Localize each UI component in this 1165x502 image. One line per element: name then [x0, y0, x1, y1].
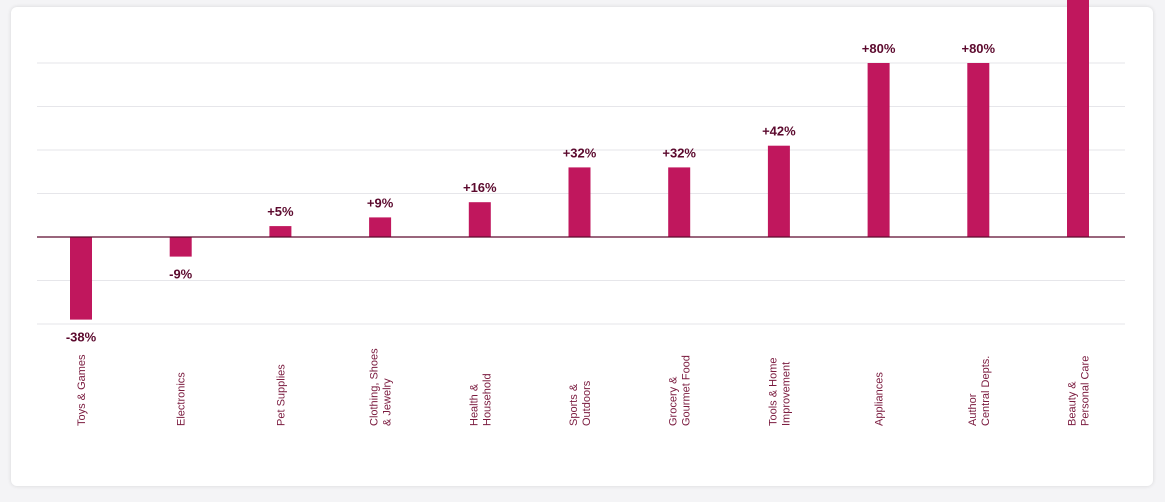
bars [70, 0, 1089, 320]
category-label-line: Electronics [176, 372, 188, 426]
bar [867, 63, 890, 237]
bar [767, 145, 790, 237]
value-label: -9% [169, 267, 193, 282]
category-label-line: Clothing, Shoes [369, 348, 381, 426]
bar [269, 226, 292, 237]
bar [468, 202, 491, 237]
bar [668, 167, 691, 237]
value-label: +32% [563, 145, 597, 160]
category-label-line: Sports & [568, 383, 580, 426]
value-label: +16% [463, 180, 497, 195]
value-label: +80% [862, 41, 896, 56]
bar [369, 217, 392, 237]
value-label: -38% [66, 330, 97, 345]
category-label: Clothing, Shoes & Jewelry [369, 348, 394, 426]
category-label-line: Health & [468, 383, 480, 426]
value-label: +5% [267, 204, 294, 219]
chart-card [11, 7, 1153, 486]
bar [568, 167, 591, 237]
category-label: Electronics [176, 372, 188, 426]
category-label: Tools & Home Improvement [767, 358, 792, 426]
category-label-line: Appliances [874, 372, 886, 426]
category-label-line: Outdoors [581, 380, 593, 426]
bar [70, 237, 92, 320]
category-label: Pet Supplies [275, 364, 287, 426]
category-label-line: Personal Care [1080, 356, 1092, 426]
category-label-line: Beauty & [1067, 381, 1079, 426]
category-label: Author Central Depts. [967, 356, 992, 426]
value-label: +80% [961, 41, 995, 56]
bar [967, 63, 990, 237]
bar [1067, 0, 1089, 238]
category-label-line: Toys & Games [76, 354, 88, 426]
category-label-line: Tools & Home [767, 358, 779, 426]
category-label-line: Improvement [780, 362, 792, 426]
category-label-line: Household [481, 373, 493, 426]
value-label: +9% [367, 195, 394, 210]
value-label: +42% [762, 124, 796, 139]
category-label: Sports & Outdoors [568, 380, 593, 426]
category-label-line: & Jewelry [382, 378, 394, 426]
category-label-line: Author [967, 393, 979, 426]
category-label-line: Central Depts. [980, 356, 992, 426]
value-labels: -38%-9%+5%+9%+16%+32%+32%+42%+80%+80%+13… [66, 41, 996, 345]
value-label: +32% [662, 145, 696, 160]
category-label-line: Gourmet Food [681, 355, 693, 426]
category-label: Beauty & Personal Care [1067, 356, 1092, 426]
category-label: Health & Household [468, 373, 493, 426]
category-label-line: Pet Supplies [275, 364, 287, 426]
category-labels: Toys & Games Electronics Pet Supplies Cloth… [76, 348, 1092, 426]
category-label: Toys & Games [76, 354, 88, 426]
bar [169, 237, 192, 257]
category-label-line: Grocery & [668, 376, 680, 426]
category-label: Grocery & Gourmet Food [668, 355, 693, 426]
category-label: Appliances [874, 372, 886, 426]
